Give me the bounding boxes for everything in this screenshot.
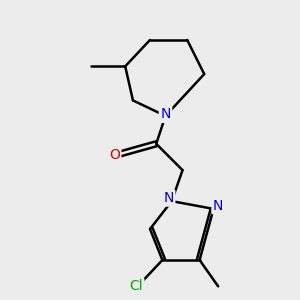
Text: Cl: Cl <box>129 279 143 293</box>
Text: N: N <box>160 107 171 122</box>
Text: O: O <box>109 148 120 162</box>
Text: N: N <box>164 191 174 205</box>
Text: N: N <box>213 199 224 213</box>
